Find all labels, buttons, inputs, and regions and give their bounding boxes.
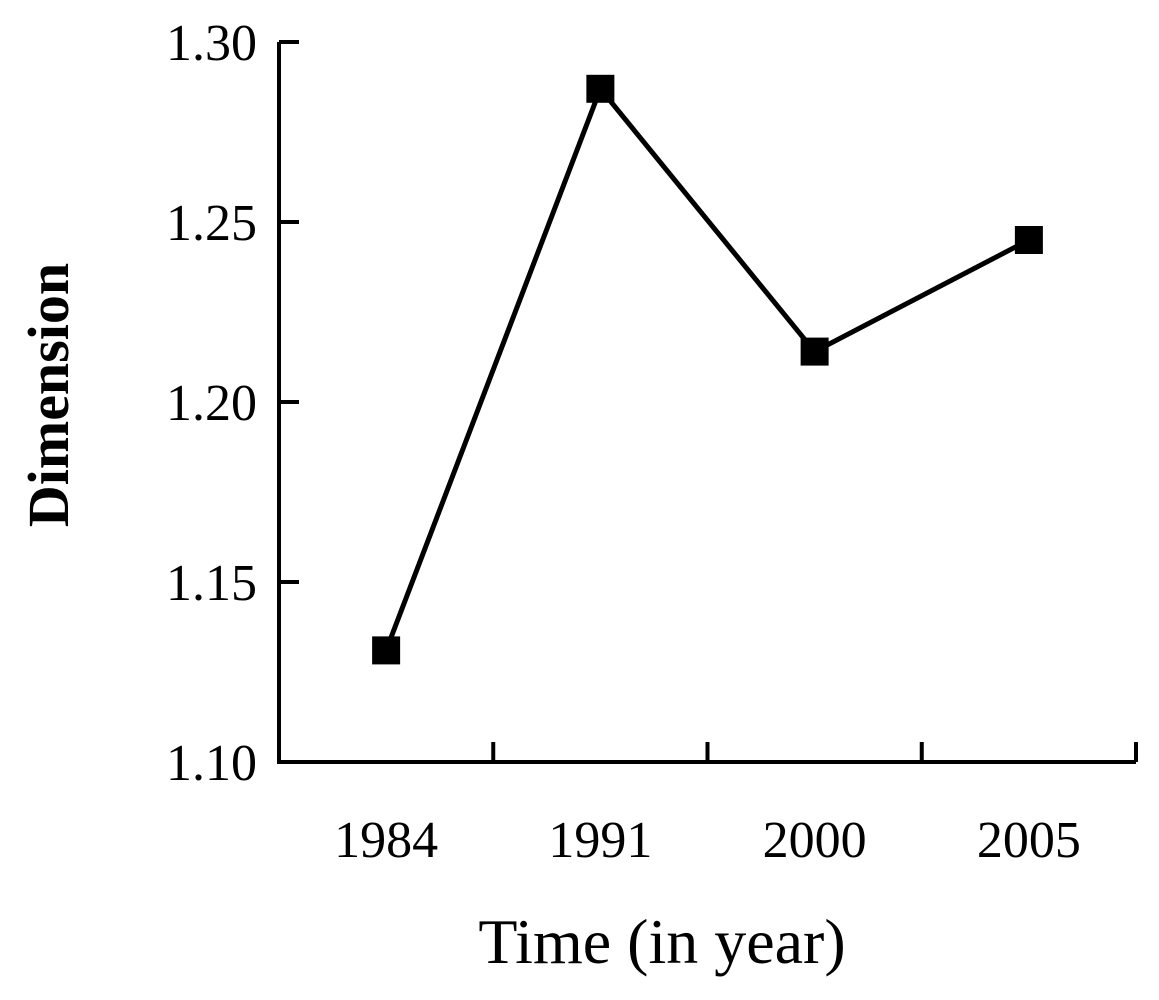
y-tick-label: 1.20 bbox=[166, 375, 257, 432]
data-point-marker bbox=[372, 636, 401, 665]
y-tick-label: 1.30 bbox=[166, 15, 257, 72]
data-point-marker bbox=[586, 74, 615, 103]
series-line bbox=[383, 83, 1031, 652]
x-axis-ticks: 1984 1991 2000 2005 bbox=[334, 742, 1138, 869]
axes bbox=[277, 42, 1136, 764]
data-point-marker bbox=[800, 337, 829, 366]
y-tick-label: 1.10 bbox=[166, 735, 257, 792]
y-tick-label: 1.25 bbox=[166, 195, 257, 252]
y-tick-label: 1.15 bbox=[166, 555, 257, 612]
data-point-marker bbox=[1014, 226, 1043, 254]
x-tick-label: 2000 bbox=[763, 812, 867, 869]
x-tick-label: 1984 bbox=[334, 812, 438, 869]
data-series bbox=[372, 74, 1043, 665]
y-axis-title: Dimension bbox=[16, 263, 81, 527]
x-tick-label: 1991 bbox=[548, 812, 652, 869]
x-axis-title: Time (in year) bbox=[478, 906, 845, 977]
y-axis-ticks: 1.10 1.15 1.20 1.25 1.30 bbox=[166, 15, 299, 792]
x-tick-label: 2005 bbox=[977, 812, 1081, 869]
